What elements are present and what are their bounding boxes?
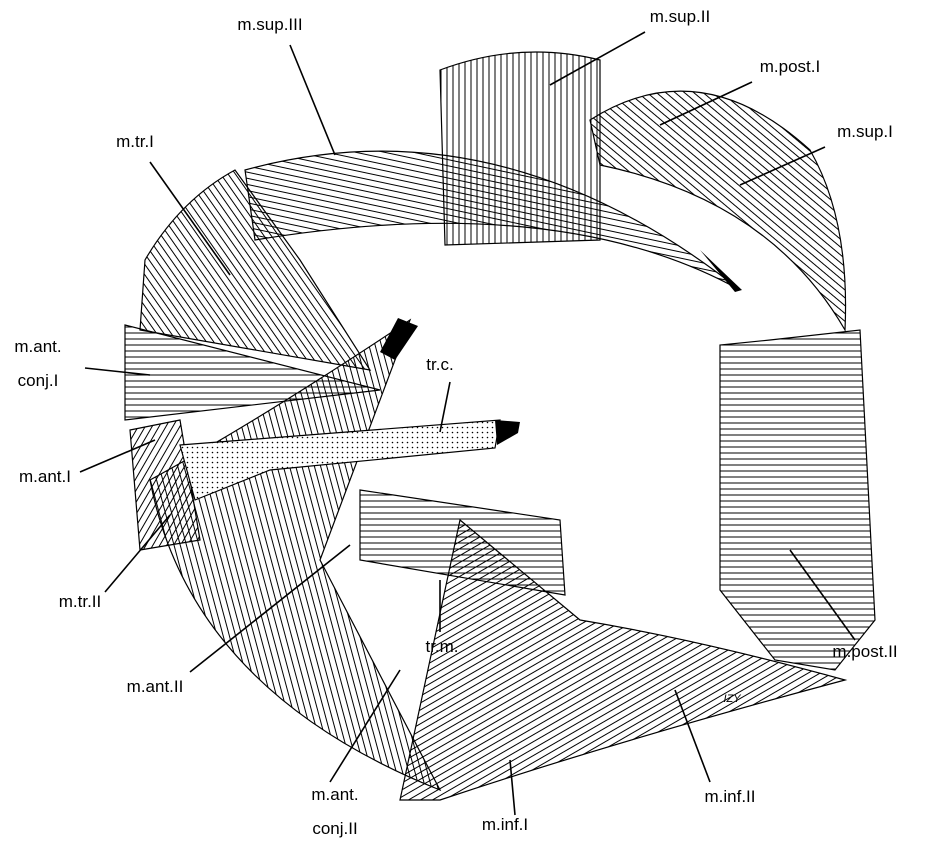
- muscles: [125, 52, 875, 800]
- m-post-ii-band: [720, 330, 875, 670]
- label: m.inf.I: [482, 815, 528, 834]
- label: m.post.II: [832, 642, 897, 661]
- page: m.sup.III m.sup.II m.post.I m.sup.I m.tr.I m.…: [0, 0, 935, 852]
- muscle-diagram: m.sup.III m.sup.II m.post.I m.sup.I m.tr.I m.…: [0, 0, 935, 852]
- label: m.ant.: [14, 337, 61, 356]
- m-sup-i-fan: [590, 91, 846, 330]
- tr-c-end: [495, 420, 520, 445]
- label: m.sup.I: [837, 122, 893, 141]
- leader-line: [290, 45, 335, 155]
- label: m.sup.II: [650, 7, 710, 26]
- signature: IZY: [723, 693, 741, 705]
- label: m.post.I: [760, 57, 820, 76]
- label: conj.I: [18, 371, 59, 390]
- m-tr-ii-band: [130, 420, 200, 550]
- label: m.tr.II: [59, 592, 102, 611]
- label: m.sup.III: [237, 15, 302, 34]
- label: tr.c.: [426, 355, 453, 374]
- label: m.ant.I: [19, 467, 71, 486]
- label: tr.m.: [425, 637, 458, 656]
- label: conj.II: [312, 819, 357, 838]
- label: m.inf.II: [704, 787, 755, 806]
- label: m.tr.I: [116, 132, 154, 151]
- label: m.ant.II: [127, 677, 184, 696]
- label: m.ant.: [311, 785, 358, 804]
